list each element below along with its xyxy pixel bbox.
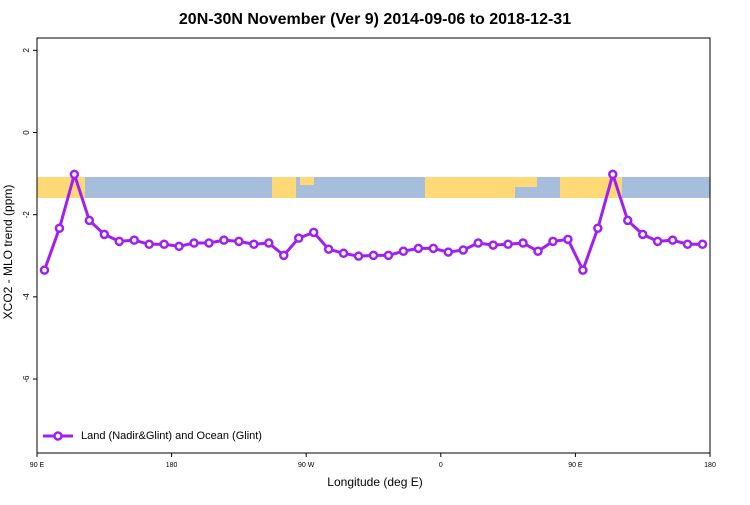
data-point: [637, 229, 648, 240]
data-point: [443, 247, 454, 257]
x-tick-label: 0: [439, 462, 443, 469]
x-tick-label: 180: [166, 462, 178, 469]
map-band: [37, 177, 710, 198]
y-tick-label: -4: [22, 293, 31, 301]
y-tick-label: -2: [22, 211, 31, 219]
y-tick-label: 2: [22, 48, 31, 53]
data-point: [129, 235, 139, 245]
data-point: [189, 238, 199, 248]
legend-label: Land (Nadir&Glint) and Ocean (Glint): [81, 430, 262, 442]
data-point: [533, 246, 543, 257]
data-point: [518, 238, 528, 248]
data-point: [308, 227, 319, 238]
data-point: [563, 234, 573, 245]
data-point: [398, 246, 409, 257]
data-point: [652, 236, 663, 247]
data-point: [488, 240, 498, 250]
data-point: [428, 243, 439, 254]
data-point: [338, 248, 349, 259]
chart-title: 20N-30N November (Ver 9) 2014-09-06 to 2…: [179, 11, 571, 28]
data-point: [174, 241, 184, 252]
data-point: [114, 236, 125, 247]
data-point: [353, 251, 364, 261]
x-axis-label: Longitude (deg E): [327, 475, 422, 489]
data-point: [234, 236, 244, 247]
x-tick-label: 90 W: [298, 462, 315, 469]
data-point: [54, 223, 65, 233]
data-point: [413, 243, 424, 254]
data-point: [144, 239, 154, 250]
data-point: [697, 239, 708, 250]
x-tick-label: 180: [704, 462, 716, 469]
data-point: [204, 238, 214, 248]
data-point: [249, 239, 259, 250]
data-point: [264, 238, 274, 248]
y-tick-label: -6: [22, 375, 31, 383]
data-point: [383, 250, 394, 261]
data-point: [84, 215, 95, 226]
data-point: [293, 233, 304, 243]
data-point: [39, 265, 50, 275]
data-point: [159, 239, 169, 250]
data-point: [503, 239, 513, 250]
x-tick-label: 90 E: [30, 462, 45, 469]
data-point: [593, 223, 603, 233]
data-point: [548, 236, 558, 247]
data-point: [682, 239, 693, 250]
data-point: [219, 235, 229, 245]
data-point: [473, 238, 483, 248]
y-axis-label: XCO2 - MLO trend (ppm): [1, 185, 15, 320]
data-point: [323, 244, 334, 254]
legend-marker: [53, 431, 63, 441]
data-point: [99, 229, 110, 240]
data-point: [667, 235, 678, 245]
data-point: [279, 250, 289, 261]
data-point: [368, 250, 379, 261]
data-point: [608, 169, 618, 180]
x-tick-label: 90 E: [568, 462, 583, 469]
plot-frame: [36, 37, 711, 454]
data-point: [69, 169, 80, 180]
data-point: [578, 265, 588, 275]
data-point: [458, 245, 468, 255]
y-tick-label: 0: [22, 130, 31, 135]
data-point: [622, 215, 633, 226]
